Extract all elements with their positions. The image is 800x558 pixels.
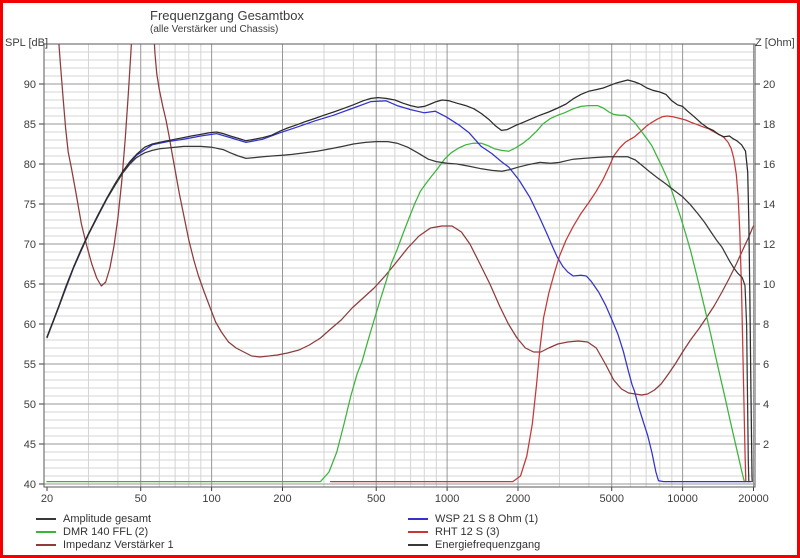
svg-text:100: 100 (202, 493, 220, 505)
legend-swatch (408, 544, 428, 547)
legend-item-energie: Energiefrequenzgang (408, 539, 540, 552)
spl-axis-label: SPL [dB] (5, 37, 49, 49)
svg-text:65: 65 (24, 279, 36, 291)
page-subtitle: (alle Verstärker und Chassis) (150, 24, 279, 35)
svg-text:500: 500 (367, 493, 385, 505)
svg-text:200: 200 (273, 493, 291, 505)
legend-label: WSP 21 S 8 Ohm (1) (435, 513, 539, 526)
legend-label: RHT 12 S (3) (435, 526, 500, 539)
svg-text:20: 20 (763, 79, 775, 91)
legend-label: DMR 140 FFL (2) (63, 526, 149, 539)
z-axis-label: Z [Ohm] (755, 37, 795, 49)
legend-item-rht: RHT 12 S (3) (408, 526, 500, 539)
svg-text:20000: 20000 (738, 493, 769, 505)
svg-text:16: 16 (763, 159, 775, 171)
svg-text:10: 10 (763, 279, 775, 291)
svg-text:2000: 2000 (506, 493, 530, 505)
svg-text:20: 20 (41, 493, 53, 505)
legend-item-impedanz: Impedanz Verstärker 1 (36, 539, 174, 552)
svg-text:80: 80 (24, 159, 36, 171)
legend-swatch (36, 518, 56, 521)
legend-swatch (36, 544, 56, 547)
legend-item-dmr: DMR 140 FFL (2) (36, 526, 148, 539)
svg-text:5000: 5000 (599, 493, 623, 505)
legend-swatch (408, 518, 428, 521)
legend-swatch (408, 531, 428, 534)
svg-text:50: 50 (24, 399, 36, 411)
svg-text:12: 12 (763, 239, 775, 251)
svg-text:18: 18 (763, 119, 775, 131)
svg-text:1000: 1000 (435, 493, 459, 505)
svg-text:85: 85 (24, 119, 36, 131)
svg-text:10000: 10000 (667, 493, 698, 505)
svg-text:40: 40 (24, 479, 36, 491)
legend-item-wsp: WSP 21 S 8 Ohm (1) (408, 513, 538, 526)
svg-text:45: 45 (24, 439, 36, 451)
page-title: Frequenzgang Gesamtbox (150, 8, 304, 23)
svg-text:4: 4 (763, 399, 769, 411)
svg-text:60: 60 (24, 319, 36, 331)
legend-label: Impedanz Verstärker 1 (63, 539, 174, 552)
svg-text:75: 75 (24, 199, 36, 211)
legend-label: Energiefrequenzgang (435, 539, 541, 552)
legend-swatch (36, 531, 56, 534)
svg-text:70: 70 (24, 239, 36, 251)
svg-text:14: 14 (763, 199, 775, 211)
legend-item-amplitude: Amplitude gesamt (36, 513, 151, 526)
svg-text:90: 90 (24, 79, 36, 91)
legend-label: Amplitude gesamt (63, 513, 152, 526)
svg-text:50: 50 (135, 493, 147, 505)
svg-text:55: 55 (24, 359, 36, 371)
svg-text:2: 2 (763, 439, 769, 451)
svg-text:8: 8 (763, 319, 769, 331)
svg-text:6: 6 (763, 359, 769, 371)
